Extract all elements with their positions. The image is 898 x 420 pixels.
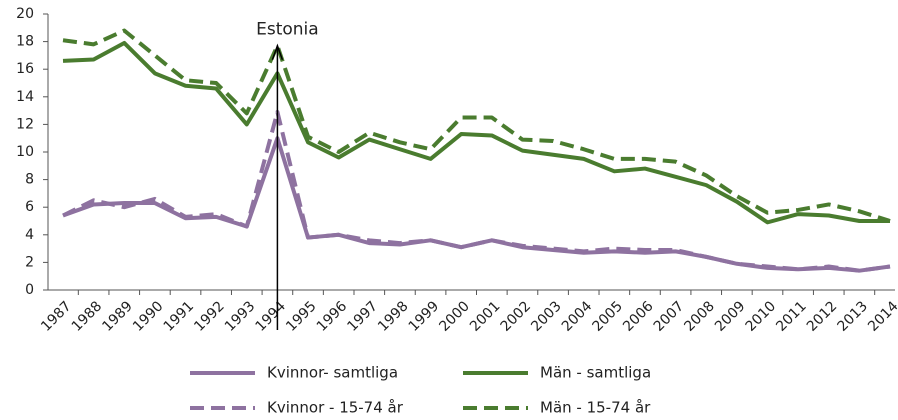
x-tick-label: 1987	[38, 298, 75, 335]
x-tick-label: 1997	[344, 298, 381, 335]
y-tick-label: 6	[25, 199, 34, 215]
x-tick-label: 2002	[498, 298, 535, 335]
x-tick-label: 1989	[99, 298, 136, 335]
series-line	[62, 28, 891, 223]
x-tick-label: 2006	[620, 298, 657, 335]
x-tick-label: 2004	[559, 298, 596, 335]
y-tick-label: 2	[25, 254, 34, 270]
y-tick-label: 20	[16, 6, 34, 22]
x-tick-label: 2008	[681, 298, 718, 335]
y-tick-label: 0	[25, 282, 34, 298]
x-tick-label: 1992	[191, 298, 228, 335]
series-line	[62, 40, 891, 225]
x-tick-label: 1999	[406, 298, 443, 335]
x-tick-label: 1993	[222, 298, 259, 335]
x-tick-label: 1990	[130, 298, 167, 335]
x-tick-label: 2000	[436, 298, 473, 335]
x-tick-label: 2007	[651, 298, 688, 335]
x-tick-label: 1996	[314, 298, 351, 335]
series-line	[62, 136, 891, 273]
series-line	[62, 109, 891, 273]
y-tick-label: 18	[16, 34, 34, 50]
y-tick-label: 10	[16, 144, 34, 160]
y-tick-label: 14	[16, 89, 34, 105]
x-tick-label: 1988	[69, 298, 106, 335]
x-tick-label: 1995	[283, 298, 320, 335]
annotation: Estonia	[256, 20, 319, 40]
x-tick-label: 2013	[835, 298, 872, 335]
legend-label: Män - 15-74 år	[540, 399, 651, 417]
x-tick-label: 2003	[528, 298, 565, 335]
y-tick-label: 4	[25, 227, 34, 243]
y-tick-label: 8	[25, 172, 34, 188]
x-tick-label: 1998	[375, 298, 412, 335]
y-tick-label: 16	[16, 61, 34, 77]
x-tick-label: 2012	[804, 298, 841, 335]
x-tick-label: 1994	[253, 298, 290, 335]
x-tick-label: 2010	[743, 298, 780, 335]
x-tick-label: 1991	[161, 298, 198, 335]
legend-label: Kvinnor - 15-74 år	[267, 399, 404, 417]
legend-label: Män - samtliga	[540, 364, 651, 382]
x-tick-label: 2009	[712, 298, 749, 335]
x-tick-label: 2005	[589, 298, 626, 335]
x-tick-label: 2001	[467, 298, 504, 335]
y-tick-label: 12	[16, 116, 34, 132]
x-tick-label: 2014	[865, 298, 898, 335]
legend-label: Kvinnor- samtliga	[267, 364, 398, 382]
x-tick-label: 2011	[773, 298, 810, 335]
annotation-arrowhead	[271, 43, 284, 60]
